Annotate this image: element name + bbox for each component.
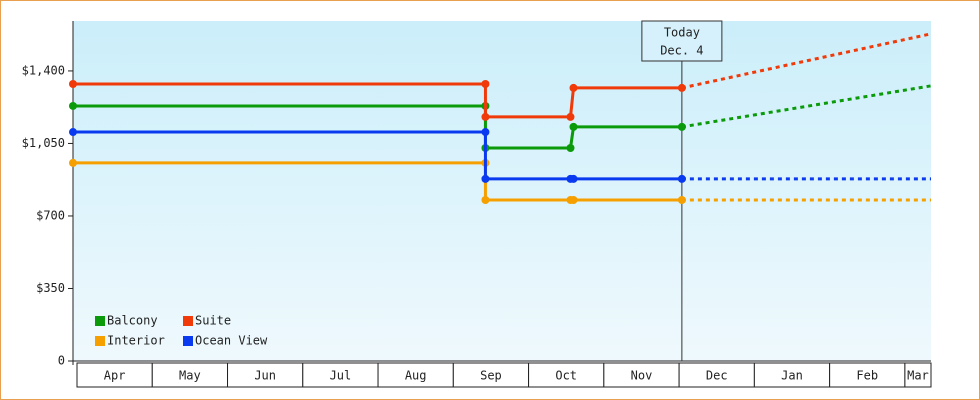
data-point [69,128,77,137]
forecast-line [681,32,932,90]
y-tick-label: 0 [58,354,65,368]
x-month-box [151,362,229,388]
legend-swatch [95,316,105,326]
x-tick-label: Oct [555,369,577,383]
today-label: Dec. 4 [660,44,703,58]
series-line [73,82,682,119]
legend-label: Interior [107,334,165,348]
data-point [569,122,578,131]
x-tick-label: Aug [405,369,427,383]
data-point [481,196,490,205]
y-tick-label: $1,400 [22,63,65,77]
y-tick-label: $350 [36,281,65,295]
forecast-line [681,84,932,129]
today-label: Today [664,26,700,40]
series-line [73,130,682,181]
data-point [481,174,490,183]
legend-swatch [95,336,105,346]
x-tick-label: Jul [330,369,352,383]
x-month-box [678,362,755,388]
data-point [677,196,686,205]
legend-label: Ocean View [195,334,268,348]
x-month-box [829,362,906,388]
data-point [481,112,490,121]
data-point [69,79,77,88]
today-box [641,20,723,62]
y-tick-label: $700 [36,208,65,222]
x-tick-label: Mar [907,369,929,383]
x-tick-label: Sep [480,369,502,383]
x-month-box [76,362,153,388]
x-month-box [302,362,379,388]
x-month-box [377,362,454,388]
x-tick-label: Nov [631,369,653,383]
legend-swatch [183,336,193,346]
x-month-box [904,362,932,388]
legend-swatch [183,316,193,326]
data-point [566,112,575,121]
legend-label: Suite [195,314,231,328]
data-point [566,144,575,153]
data-point [69,158,77,167]
x-tick-label: Feb [856,369,878,383]
data-point [481,128,490,137]
data-point [481,79,490,88]
data-point [569,196,578,205]
x-tick-label: Jan [781,369,803,383]
x-month-box [452,362,530,388]
data-point [569,174,578,183]
x-tick-label: May [179,369,201,383]
x-month-box [227,362,304,388]
data-point [677,83,686,92]
plot-background [73,21,931,361]
data-point [69,101,77,110]
x-tick-label: Jun [254,369,276,383]
x-tick-label: Dec [706,369,728,383]
series-line [73,161,682,202]
data-point [677,122,686,131]
legend-label: Balcony [107,314,158,328]
series-line [73,104,682,150]
data-point [677,174,686,183]
data-point [569,83,578,92]
x-tick-label: Apr [104,369,126,383]
y-tick-label: $1,050 [22,136,65,150]
